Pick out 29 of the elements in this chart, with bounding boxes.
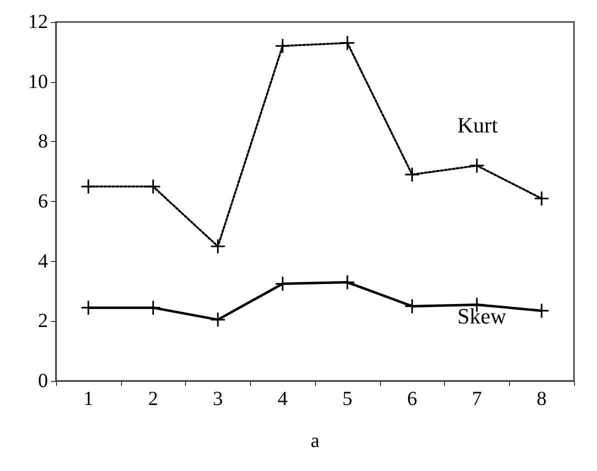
x-tick-label: 7: [472, 388, 482, 410]
point: [145, 178, 161, 194]
x-tick-label: 8: [536, 388, 547, 410]
point: [534, 190, 550, 206]
x-axis-title: a: [310, 430, 320, 452]
x-tick-label: 6: [407, 388, 418, 410]
point: [274, 276, 290, 292]
x-tick-label: 5: [342, 388, 352, 410]
point: [210, 238, 226, 254]
series-label: Kurt: [457, 112, 498, 138]
x-tick-label: 2: [148, 388, 158, 410]
x-tick-label: 1: [83, 388, 94, 410]
point: [340, 35, 356, 51]
y-tick-label: 0: [38, 370, 48, 392]
point: [274, 38, 290, 54]
series-label: Skew: [457, 304, 506, 329]
point: [534, 302, 550, 318]
y-tick-label: 12: [28, 11, 48, 33]
point: [210, 312, 226, 328]
x-tick-label: 4: [278, 388, 288, 410]
point: [404, 166, 420, 182]
y-tick-label: 2: [38, 310, 48, 332]
y-tick-label: 10: [28, 70, 48, 93]
point: [469, 158, 485, 174]
x-tick-label: 3: [212, 388, 223, 410]
y-tick-label: 8: [38, 130, 48, 153]
point: [80, 178, 96, 194]
y-tick-label: 4: [38, 250, 48, 272]
y-tick-label: 6: [38, 190, 48, 212]
